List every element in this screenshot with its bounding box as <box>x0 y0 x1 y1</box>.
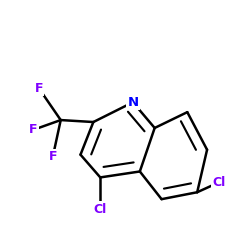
Text: F: F <box>48 150 57 163</box>
Text: Cl: Cl <box>94 202 107 215</box>
Text: F: F <box>29 124 37 136</box>
Text: Cl: Cl <box>212 176 226 189</box>
Text: N: N <box>127 96 138 109</box>
Text: F: F <box>35 82 43 95</box>
